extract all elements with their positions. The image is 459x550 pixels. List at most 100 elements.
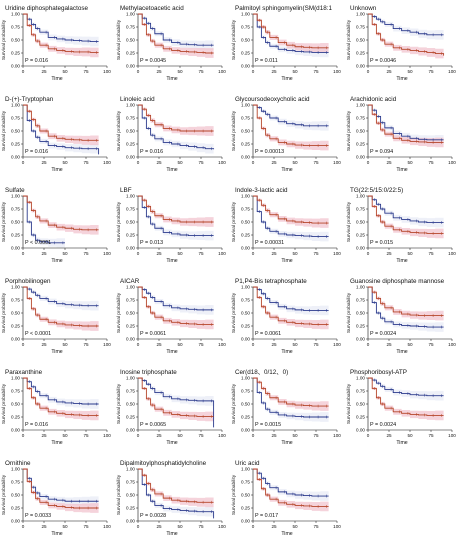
km-panel: LBF Survival probability 0.00 0.25 0.50 0.75 1… <box>116 187 226 264</box>
y-tick-label: 0.25 <box>126 51 135 56</box>
y-tick-label: 1.00 <box>241 194 250 199</box>
y-tick-label: 0.75 <box>241 480 250 485</box>
y-tick-label: 0.50 <box>126 402 135 407</box>
confidence-band <box>138 105 214 137</box>
x-axis-label: Time <box>396 349 407 355</box>
survival-curve-high <box>138 377 215 428</box>
y-axis-label: Survival probability <box>346 19 352 60</box>
survival-curve-high <box>368 13 444 36</box>
x-tick-label: 75 <box>83 342 89 347</box>
x-tick-label: 50 <box>407 160 413 165</box>
p-value: P = 0.0024 <box>370 422 396 428</box>
y-axis-label: Survival probability <box>231 474 237 515</box>
x-tick-label: 0 <box>252 433 255 438</box>
x-tick-label: 100 <box>448 251 456 256</box>
y-tick-label: 0.25 <box>241 324 250 329</box>
km-panel: AICAR Survival probability 0.00 0.25 0.50 0.7… <box>116 278 226 355</box>
y-tick-label: 0.75 <box>356 389 365 394</box>
confidence-band <box>253 287 329 316</box>
y-tick-label: 0.25 <box>11 506 20 511</box>
y-axis-label: Survival probability <box>1 110 7 151</box>
x-axis-label: Time <box>396 76 407 82</box>
p-value: P = 0.0061 <box>255 331 281 337</box>
y-tick-label: 0.75 <box>126 298 135 303</box>
survival-curve-high <box>368 104 444 141</box>
y-tick-label: 0.50 <box>11 493 20 498</box>
y-tick-label: 0.00 <box>126 337 135 342</box>
x-tick-label: 0 <box>22 69 25 74</box>
y-tick-label: 0.75 <box>126 480 135 485</box>
x-tick-label: 75 <box>198 69 204 74</box>
x-tick-label: 50 <box>177 160 183 165</box>
confidence-band <box>138 469 214 521</box>
survival-curve-low <box>253 104 329 147</box>
confidence-band <box>253 469 329 512</box>
confidence-band <box>368 14 444 61</box>
x-axis-label: Time <box>281 440 292 446</box>
x-tick-label: 50 <box>62 342 68 347</box>
y-tick-label: 0.25 <box>356 233 365 238</box>
y-axis-label: Survival probability <box>116 474 122 515</box>
x-tick-label: 0 <box>22 524 25 529</box>
x-tick-label: 100 <box>218 342 226 347</box>
p-value: P = 0.016 <box>25 422 48 428</box>
x-tick-label: 0 <box>252 251 255 256</box>
y-tick-label: 0.50 <box>11 402 20 407</box>
confidence-band <box>23 14 99 47</box>
panel-title: TG(22:5/15:0/22:5) <box>350 187 403 194</box>
survival-curve-low <box>253 286 329 325</box>
y-tick-label: 0.25 <box>126 142 135 147</box>
x-tick-label: 100 <box>448 160 456 165</box>
y-tick-label: 0.00 <box>11 246 20 251</box>
x-tick-label: 75 <box>313 524 319 529</box>
y-tick-label: 1.00 <box>241 12 250 17</box>
x-tick-label: 100 <box>103 251 111 256</box>
x-tick-label: 25 <box>156 433 162 438</box>
x-axis-label: Time <box>396 167 407 173</box>
y-tick-label: 0.00 <box>11 155 20 160</box>
x-axis-label: Time <box>166 167 177 173</box>
confidence-band <box>253 196 329 242</box>
confidence-band <box>138 378 214 422</box>
panel-title: Paraxanthine <box>5 369 43 376</box>
survival-curve-low <box>138 468 214 503</box>
y-tick-label: 0.25 <box>241 233 250 238</box>
x-tick-label: 100 <box>333 251 341 256</box>
p-value: P = 0.016 <box>25 149 48 155</box>
survival-curve-low <box>23 104 99 141</box>
x-tick-label: 50 <box>292 69 298 74</box>
p-value: P = 0.0033 <box>25 513 51 519</box>
survival-curve-low <box>253 195 329 224</box>
x-axis-label: Time <box>396 440 407 446</box>
y-tick-label: 0.25 <box>11 233 20 238</box>
km-panel: Unknown Survival probability 0.00 0.25 0.50 0… <box>346 5 456 82</box>
y-tick-label: 0.75 <box>241 389 250 394</box>
confidence-band <box>253 469 329 502</box>
y-tick-label: 0.50 <box>11 220 20 225</box>
confidence-band <box>253 14 329 53</box>
panel-title: Dipalmitoylphosphatidylcholine <box>120 460 207 467</box>
confidence-band <box>368 287 444 333</box>
km-panel: D-(+)-Tryptophan Survival probability 0.00… <box>1 96 111 173</box>
survival-curve-low <box>368 286 444 317</box>
survival-curve-low <box>368 195 444 234</box>
x-tick-label: 0 <box>137 251 140 256</box>
confidence-band <box>368 196 444 228</box>
y-tick-label: 0.75 <box>356 298 365 303</box>
y-tick-label: 0.75 <box>356 207 365 212</box>
y-tick-label: 1.00 <box>241 467 250 472</box>
confidence-band <box>368 14 444 40</box>
confidence-band <box>138 14 214 51</box>
y-tick-label: 0.50 <box>241 38 250 43</box>
p-value: P = 0.015 <box>370 240 393 246</box>
x-tick-label: 75 <box>428 160 434 165</box>
panel-title: Unknown <box>350 5 377 12</box>
panel-title: LBF <box>120 187 132 194</box>
km-panel: Phosphoribosyl-ATP Survival probability 0.… <box>346 369 456 446</box>
y-tick-label: 0.50 <box>241 311 250 316</box>
p-value: P = 0.016 <box>25 58 48 64</box>
confidence-band <box>23 469 99 507</box>
panel-title: Indole-3-lactic acid <box>235 187 288 194</box>
survival-curve-low <box>368 13 445 56</box>
